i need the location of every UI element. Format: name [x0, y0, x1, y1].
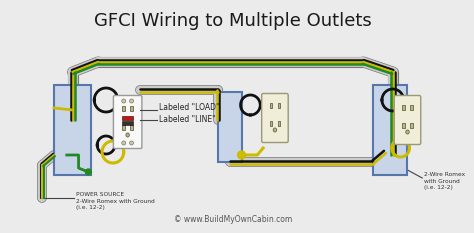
Circle shape	[129, 141, 134, 145]
Ellipse shape	[406, 130, 409, 134]
Text: © www.BuildMyOwnCabin.com: © www.BuildMyOwnCabin.com	[173, 216, 292, 225]
Circle shape	[85, 169, 91, 175]
Bar	[122, 121, 133, 125]
Circle shape	[129, 99, 134, 103]
Text: GFCI Wiring to Multiple Outlets: GFCI Wiring to Multiple Outlets	[94, 12, 372, 30]
Circle shape	[122, 141, 126, 145]
Bar	[278, 103, 280, 108]
Ellipse shape	[126, 133, 129, 137]
Bar	[373, 85, 408, 175]
Circle shape	[122, 99, 126, 103]
Bar	[278, 121, 280, 126]
FancyBboxPatch shape	[394, 96, 421, 144]
Bar	[54, 85, 91, 175]
Text: Labeled "LOAD": Labeled "LOAD"	[159, 103, 219, 113]
Bar	[270, 103, 272, 108]
FancyBboxPatch shape	[113, 96, 142, 148]
Bar	[402, 105, 405, 110]
Bar	[122, 125, 125, 130]
Bar	[270, 121, 272, 126]
Bar	[218, 92, 242, 162]
Ellipse shape	[273, 128, 277, 132]
Text: POWER SOURCE
2-Wire Romex with Ground
(i.e. 12-2): POWER SOURCE 2-Wire Romex with Ground (i…	[76, 192, 155, 210]
Bar	[130, 125, 133, 130]
Bar	[410, 105, 413, 110]
Text: Labeled "LINE": Labeled "LINE"	[159, 116, 216, 124]
Text: 2-Wire Romex
with Ground
(i.e. 12-2): 2-Wire Romex with Ground (i.e. 12-2)	[424, 172, 465, 190]
Bar	[410, 123, 413, 128]
Bar	[402, 123, 405, 128]
Bar	[122, 106, 125, 111]
Bar	[122, 116, 133, 120]
Bar	[130, 106, 133, 111]
Circle shape	[237, 151, 246, 159]
FancyBboxPatch shape	[262, 93, 288, 143]
